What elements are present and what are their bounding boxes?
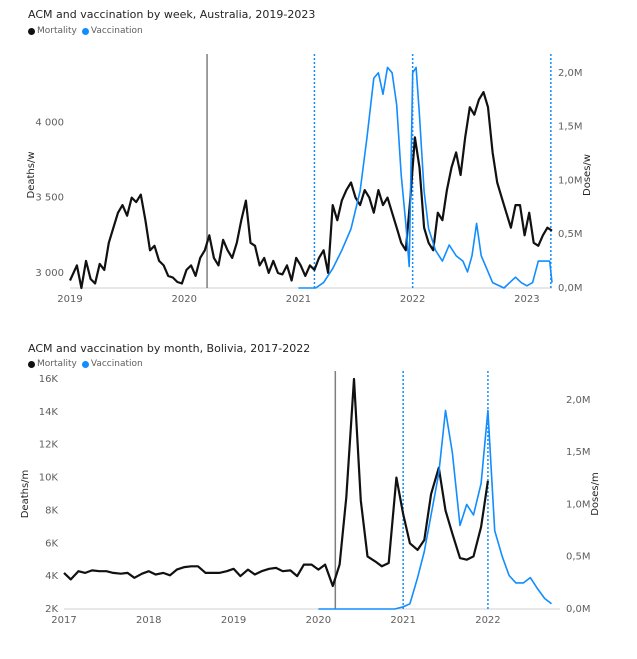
chart-legend: Mortality Vaccination [28,359,148,369]
y-right-tick-label: 0,5M [566,552,591,563]
legend-label-mortality: Mortality [37,359,77,369]
mortality-series-line [63,377,489,588]
x-tick-label: 2019 [221,615,246,626]
mortality-legend-dot [28,360,35,368]
x-tick-label: 2022 [400,294,425,305]
y-left-axis-label: Deaths/m [20,470,31,519]
legend-item-vaccination[interactable]: Vaccination [81,26,143,36]
x-tick-label: 2023 [514,294,539,305]
y-right-tick-label: 2,0M [558,68,583,79]
legend-item-vaccination[interactable]: Vaccination [81,359,143,369]
y-right-tick-label: 1,0M [558,175,583,186]
weekly-australia-chart: ACM and vaccination by week, Australia, … [0,0,637,320]
x-tick-label: 2021 [286,294,311,305]
legend-label-vaccination: Vaccination [90,26,143,36]
legend-label-vaccination: Vaccination [90,359,143,369]
y-right-tick-label: 1,0M [566,499,591,510]
y-right-tick-label: 0,0M [558,283,583,294]
y-right-tick-label: 0,0M [566,604,591,615]
chart-legend: Mortality Vaccination [28,26,148,36]
y-left-tick-label: 16K [39,374,59,385]
y-left-tick-label: 10K [39,473,59,484]
y-right-tick-label: 1,5M [558,122,583,133]
y-left-tick-label: 4 000 [35,117,64,128]
y-left-tick-label: 2K [45,604,58,615]
monthly-bolivia-chart: ACM and vaccination by month, Bolivia, 2… [0,330,637,659]
y-left-tick-label: 6K [45,538,58,549]
x-tick-label: 2017 [51,615,76,626]
mortality-legend-dot [28,27,35,35]
vaccination-legend-dot [81,27,89,35]
x-tick-label: 2022 [475,615,500,626]
y-left-tick-label: 14K [39,407,59,418]
y-left-tick-label: 4K [45,571,58,582]
y-left-tick-label: 3 500 [35,193,64,204]
x-tick-label: 2021 [390,615,415,626]
y-right-axis-label: Doses/w [582,154,593,196]
legend-label-mortality: Mortality [37,26,77,36]
legend-item-mortality[interactable]: Mortality [28,26,77,36]
y-left-tick-label: 12K [39,440,59,451]
weekly-chart-plot: 2019 2020 2021 2022 2023 3 000 3 500 4 000 0,0M 0… [26,54,593,305]
x-tick-label: 2018 [136,615,161,626]
vaccination-series-line [298,66,553,289]
y-left-tick-label: 3 000 [35,268,64,279]
chart-title: ACM and vaccination by week, Australia, … [28,8,316,21]
monthly-chart-plot: 2017 2018 2019 2020 2021 2022 2K 4K 6K 8K 10K 12K 14… [20,371,601,626]
y-right-tick-label: 1,5M [566,447,591,458]
vaccination-series-line [318,409,552,610]
legend-item-mortality[interactable]: Mortality [28,359,77,369]
y-left-tick-label: 8K [45,505,58,516]
x-tick-label: 2020 [171,294,196,305]
vaccination-legend-dot [81,360,89,368]
x-tick-label: 2019 [57,294,82,305]
x-tick-label: 2020 [306,615,331,626]
y-right-tick-label: 0,5M [558,229,583,240]
chart-title: ACM and vaccination by month, Bolivia, 2… [28,342,311,355]
mortality-series-line [68,90,553,290]
y-left-axis-label: Deaths/w [26,152,37,199]
y-right-axis-label: Doses/m [590,472,601,516]
y-right-tick-label: 2,0M [566,395,591,406]
